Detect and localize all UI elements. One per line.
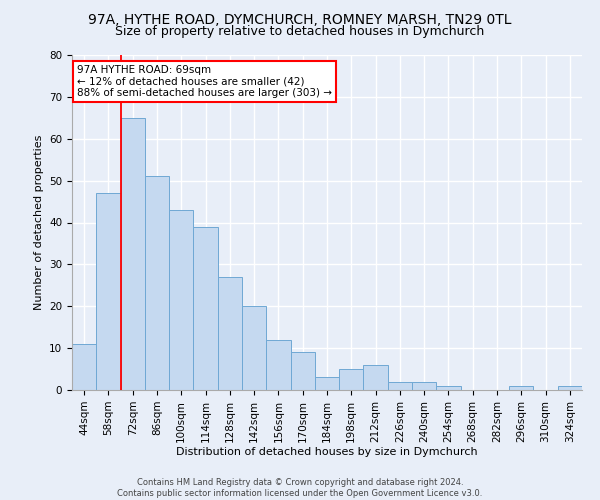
Bar <box>266 340 290 390</box>
X-axis label: Distribution of detached houses by size in Dymchurch: Distribution of detached houses by size … <box>176 448 478 458</box>
Bar <box>388 382 412 390</box>
Bar <box>96 193 121 390</box>
Text: 97A, HYTHE ROAD, DYMCHURCH, ROMNEY MARSH, TN29 0TL: 97A, HYTHE ROAD, DYMCHURCH, ROMNEY MARSH… <box>88 12 512 26</box>
Bar <box>339 369 364 390</box>
Bar <box>193 226 218 390</box>
Bar <box>242 306 266 390</box>
Bar <box>290 352 315 390</box>
Text: Size of property relative to detached houses in Dymchurch: Size of property relative to detached ho… <box>115 25 485 38</box>
Y-axis label: Number of detached properties: Number of detached properties <box>34 135 44 310</box>
Bar <box>145 176 169 390</box>
Bar <box>315 378 339 390</box>
Bar <box>218 277 242 390</box>
Bar <box>509 386 533 390</box>
Bar <box>412 382 436 390</box>
Text: 97A HYTHE ROAD: 69sqm
← 12% of detached houses are smaller (42)
88% of semi-deta: 97A HYTHE ROAD: 69sqm ← 12% of detached … <box>77 65 332 98</box>
Bar <box>558 386 582 390</box>
Text: Contains HM Land Registry data © Crown copyright and database right 2024.
Contai: Contains HM Land Registry data © Crown c… <box>118 478 482 498</box>
Bar <box>436 386 461 390</box>
Bar <box>121 118 145 390</box>
Bar <box>169 210 193 390</box>
Bar <box>364 365 388 390</box>
Bar <box>72 344 96 390</box>
